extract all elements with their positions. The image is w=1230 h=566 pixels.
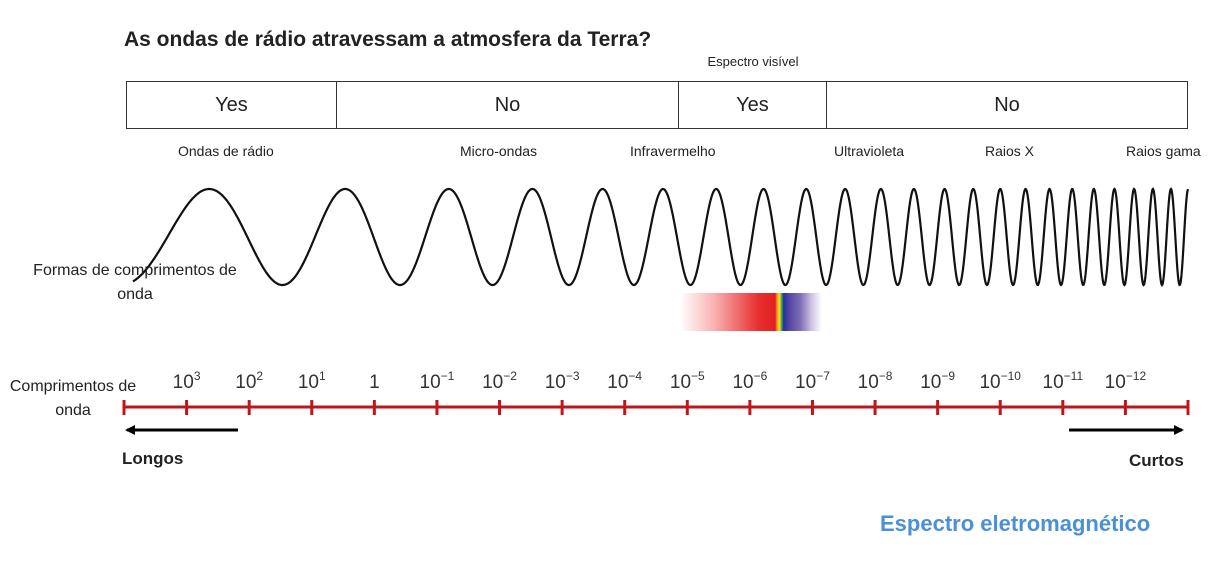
scale-tick-label: 1 — [369, 372, 380, 393]
region-label-infrared: Infravermelho — [630, 143, 716, 159]
scale-tick-marks — [122, 400, 1190, 415]
wavelength-scale: 103 102 101 1 10−1 10−2 10−3 10−4 10−5 10−6 10−7 10… — [122, 369, 1190, 435]
scale-tick-label: 10−5 — [670, 369, 705, 393]
penetration-cell-uv-xray-gamma: No — [994, 93, 1020, 116]
scale-tick-label: 103 — [173, 369, 201, 393]
wavelength-wave — [132, 187, 1190, 287]
penetration-cell-radio: Yes — [127, 82, 337, 128]
scale-tick-label: 102 — [235, 369, 263, 393]
atmosphere-penetration-bar: Yes No Yes No — [126, 81, 1188, 129]
scale-tick-label: 10−9 — [920, 369, 955, 393]
scale-tick-label: 10−3 — [545, 369, 580, 393]
scale-tick-label: 10−10 — [979, 369, 1021, 393]
wavelength-axis-label: Comprimentos de onda — [9, 378, 137, 419]
visible-spectrum-strip — [680, 293, 822, 331]
region-label-radio: Ondas de rádio — [178, 143, 274, 159]
penetration-cell-microwave-ir: No — [337, 82, 679, 128]
region-label-gamma: Raios gama — [1126, 143, 1201, 159]
scale-tick-label: 10−6 — [732, 369, 767, 393]
wave-shapes-label: Formas de comprimentos de onda — [33, 262, 237, 303]
page-title: As ondas de rádio atravessam a atmosfera… — [124, 28, 652, 51]
scale-tick-label: 10−11 — [1043, 369, 1084, 393]
direction-short-label: Curtos — [1129, 451, 1184, 470]
region-label-xray: Raios X — [985, 143, 1035, 159]
scale-tick-label: 10−12 — [1105, 369, 1147, 393]
region-label-ultraviolet: Ultravioleta — [834, 143, 905, 159]
wave-line — [132, 187, 1190, 287]
scale-tick-label: 10−4 — [607, 369, 642, 393]
scale-tick-label: 10−2 — [482, 369, 517, 393]
direction-long-label: Longos — [122, 449, 184, 468]
visible-spectrum-label: Espectro visível — [707, 54, 799, 69]
scale-tick-label: 10−7 — [795, 369, 830, 393]
region-label-microwave: Micro-ondas — [460, 143, 538, 159]
scale-tick-label: 101 — [298, 369, 326, 393]
penetration-cell-visible: Yes — [679, 82, 827, 128]
scale-tick-labels: 103 102 101 1 10−1 10−2 10−3 10−4 10−5 10−6 10−7 10… — [173, 369, 1147, 393]
scale-tick-label: 10−8 — [858, 369, 893, 393]
scale-tick-label: 10−1 — [420, 369, 455, 393]
footer-title: Espectro eletromagnético — [880, 511, 1151, 536]
